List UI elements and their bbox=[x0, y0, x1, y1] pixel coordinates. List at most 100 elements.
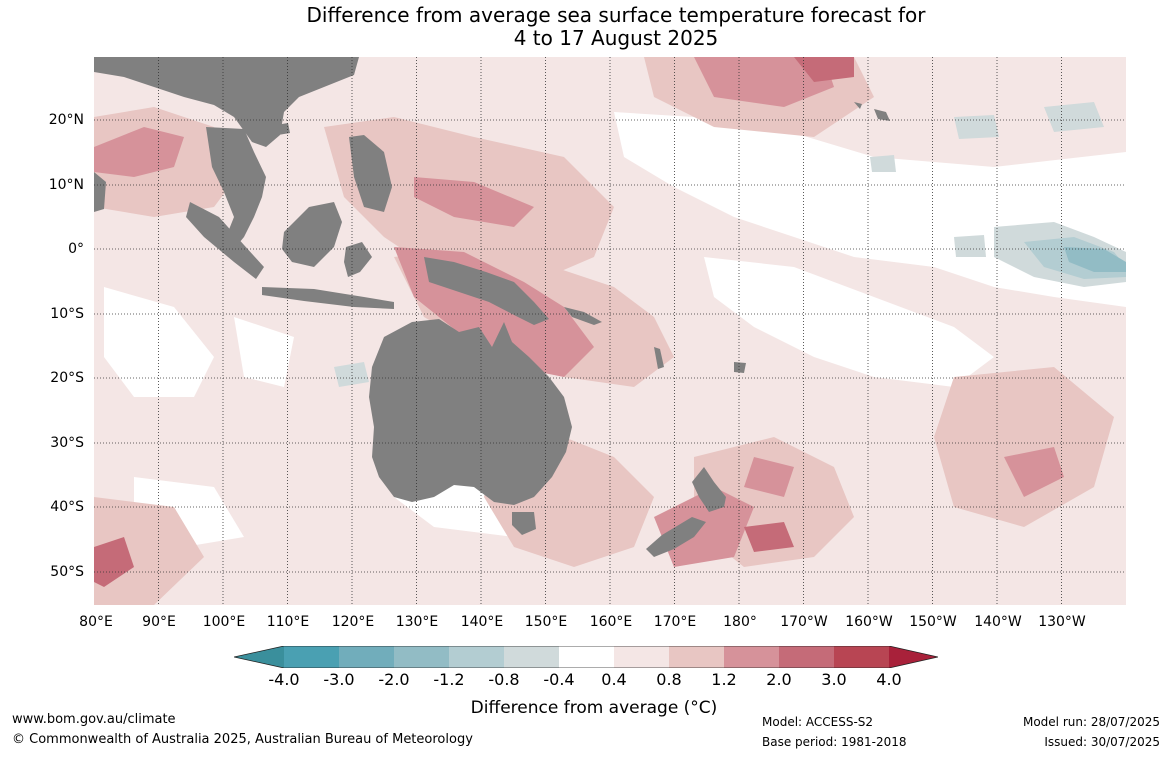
anomaly-zone-32 bbox=[334, 362, 369, 387]
lon-label-140w: 140°W bbox=[974, 614, 1022, 630]
land-new-zealand-north bbox=[692, 467, 726, 512]
colorbar-segment bbox=[559, 646, 614, 668]
anomaly-zone-16 bbox=[414, 177, 534, 227]
lon-label-140e: 140°E bbox=[460, 614, 504, 630]
lon-label-90e: 90°E bbox=[142, 614, 176, 630]
footer-website[interactable]: www.bom.gov.au/climate bbox=[12, 712, 176, 727]
lon-label-150w: 150°W bbox=[909, 614, 957, 630]
title-line-2: 4 to 17 August 2025 bbox=[513, 26, 719, 50]
colorbar-graphic bbox=[233, 645, 939, 669]
graticule bbox=[94, 57, 1126, 605]
land-tasmania bbox=[512, 512, 536, 535]
colorbar-tick-label: 4.0 bbox=[876, 670, 902, 689]
land-taiwan bbox=[276, 123, 290, 135]
lat-label-30s: 30°S bbox=[50, 435, 84, 451]
colorbar-tick-label: -2.0 bbox=[378, 670, 410, 689]
colorbar-tick-label: -0.4 bbox=[543, 670, 575, 689]
land-vanuatu-fiji bbox=[654, 347, 746, 373]
land-indochina-malay bbox=[206, 127, 266, 249]
lon-label-180: 180° bbox=[723, 614, 757, 630]
land-asia bbox=[94, 57, 359, 147]
lat-label-equator: 0° bbox=[68, 241, 84, 257]
lon-label-130w: 130°W bbox=[1038, 614, 1086, 630]
footer-model-run: Model run: 28/07/2025 bbox=[1022, 715, 1160, 729]
colorbar-segment bbox=[779, 646, 834, 668]
colorbar-tick-label: -3.0 bbox=[323, 670, 355, 689]
lon-label-120e: 120°E bbox=[331, 614, 375, 630]
anomaly-zone-30 bbox=[954, 235, 986, 257]
anomaly-zone-28 bbox=[1044, 102, 1104, 132]
colorbar-segment bbox=[724, 646, 779, 668]
anomaly-zone-27 bbox=[1064, 247, 1126, 272]
anomaly-regions bbox=[94, 57, 1126, 605]
colorbar-tick-label: 1.2 bbox=[711, 670, 737, 689]
land-philippines bbox=[349, 135, 392, 212]
lon-label-170e: 170°E bbox=[653, 614, 697, 630]
anomaly-zone-13 bbox=[934, 367, 1114, 527]
colorbar-tick-label: 0.4 bbox=[601, 670, 627, 689]
colorbar-segment bbox=[614, 646, 669, 668]
land-hawaii bbox=[854, 102, 890, 121]
lat-label-40s: 40°S bbox=[50, 499, 84, 515]
land-india-tip bbox=[94, 172, 106, 212]
anomaly-zone-24 bbox=[744, 522, 794, 552]
colorbar-tick-label: -0.8 bbox=[488, 670, 520, 689]
lon-label-150e: 150°E bbox=[524, 614, 568, 630]
colorbar-tick-label: 3.0 bbox=[821, 670, 847, 689]
anomaly-zone-20 bbox=[744, 457, 794, 497]
anomaly-zone-29 bbox=[954, 115, 999, 139]
lon-label-100e: 100°E bbox=[202, 614, 246, 630]
colorbar-segment bbox=[449, 646, 504, 668]
lat-label-20s: 20°S bbox=[50, 370, 84, 386]
lat-label-10s: 10°S bbox=[50, 306, 84, 322]
anomaly-zone-22 bbox=[794, 57, 854, 82]
footer-base-period: Base period: 1981-2018 bbox=[762, 735, 907, 749]
anomaly-zone-02 bbox=[704, 257, 994, 387]
colorbar bbox=[233, 645, 939, 669]
land-borneo bbox=[282, 202, 342, 267]
land-java-lesser-sunda bbox=[262, 287, 394, 309]
colorbar-tick-label: -1.2 bbox=[433, 670, 465, 689]
land-sumatra bbox=[186, 202, 264, 279]
map-canvas bbox=[94, 57, 1126, 605]
lon-label-130e: 130°E bbox=[395, 614, 439, 630]
colorbar-segment bbox=[284, 646, 339, 668]
colorbar-segment bbox=[394, 646, 449, 668]
colorbar-tick-label: -4.0 bbox=[268, 670, 300, 689]
sst-anomaly-map bbox=[94, 57, 1126, 605]
land-sulawesi bbox=[344, 242, 372, 277]
lon-label-80e: 80°E bbox=[79, 614, 113, 630]
colorbar-tick-label: 0.8 bbox=[656, 670, 682, 689]
footer-model: Model: ACCESS-S2 bbox=[762, 715, 874, 729]
anomaly-zone-14 bbox=[94, 497, 204, 605]
anomaly-zone-15 bbox=[94, 127, 184, 177]
lat-label-20n: 20°N bbox=[48, 112, 84, 128]
land-solomon-islands bbox=[564, 307, 602, 325]
lon-label-110e: 110°E bbox=[266, 614, 310, 630]
land-australia bbox=[369, 319, 572, 505]
lon-label-170w: 170°W bbox=[780, 614, 828, 630]
colorbar-segment bbox=[669, 646, 724, 668]
colorbar-label: Difference from average (°C) bbox=[470, 698, 718, 718]
anomaly-zone-18 bbox=[694, 57, 834, 107]
colorbar-high-extend bbox=[889, 646, 938, 668]
map-title: Difference from average sea surface temp… bbox=[0, 4, 1173, 50]
colorbar-segment bbox=[504, 646, 559, 668]
footer-copyright: © Commonwealth of Australia 2025, Austra… bbox=[12, 732, 473, 747]
anomaly-zone-31 bbox=[870, 155, 896, 172]
anomaly-zone-23 bbox=[94, 537, 134, 587]
land-new-zealand-south bbox=[646, 517, 706, 557]
anomaly-zone-21 bbox=[1004, 447, 1064, 497]
land-new-guinea bbox=[424, 257, 549, 325]
title-line-1: Difference from average sea surface temp… bbox=[306, 3, 926, 27]
colorbar-tick-label: 2.0 bbox=[766, 670, 792, 689]
anomaly-zone-03 bbox=[104, 287, 214, 397]
colorbar-low-extend bbox=[234, 646, 284, 668]
footer-issued: Issued: 30/07/2025 bbox=[1044, 735, 1160, 749]
lat-label-10n: 10°N bbox=[48, 177, 84, 193]
colorbar-segment bbox=[834, 646, 889, 668]
lon-label-160w: 160°W bbox=[845, 614, 893, 630]
land-masses bbox=[94, 57, 890, 557]
colorbar-segment bbox=[339, 646, 394, 668]
anomaly-zone-04 bbox=[234, 317, 294, 387]
